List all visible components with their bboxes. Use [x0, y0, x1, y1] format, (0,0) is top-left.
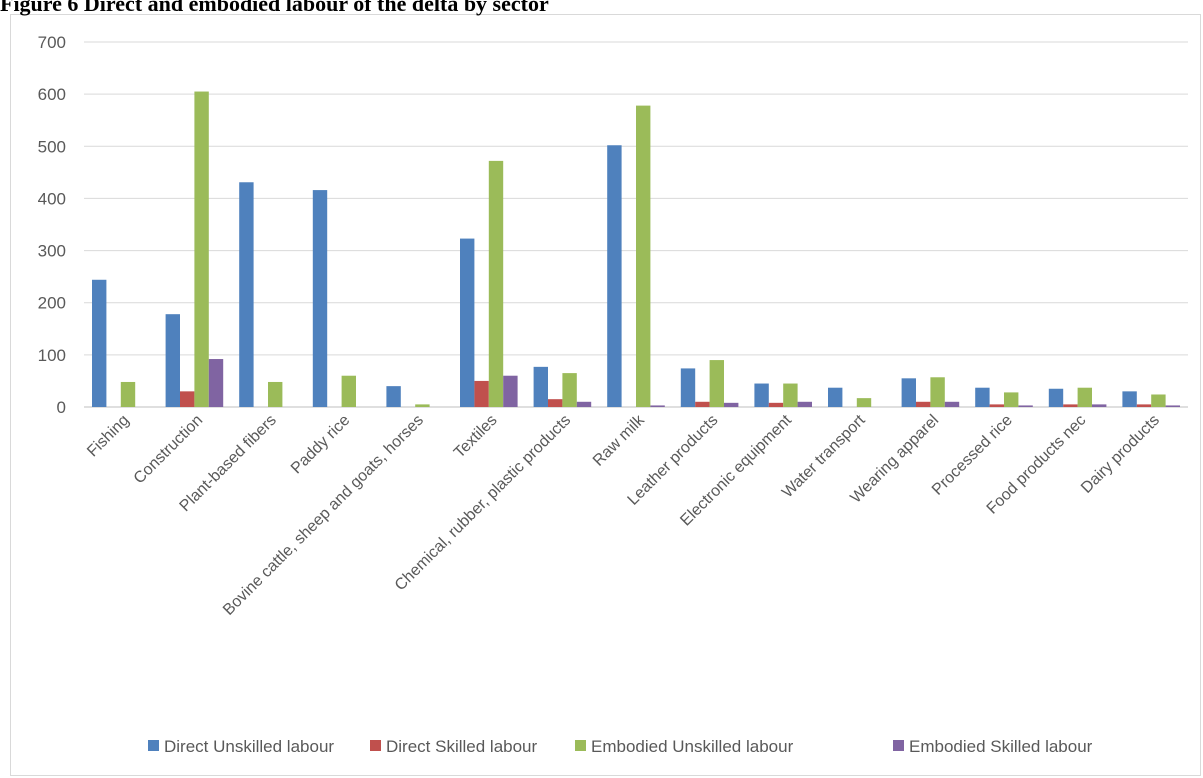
legend-swatch — [370, 740, 381, 751]
figure-title: Figure 6 Direct and embodied labour of t… — [0, 0, 549, 16]
bar — [783, 383, 798, 407]
legend-label: Embodied Skilled labour — [909, 737, 1093, 756]
bar — [1004, 392, 1019, 407]
bar — [341, 375, 356, 407]
bar — [268, 381, 283, 407]
legend-swatch — [575, 740, 586, 751]
x-tick-label: Fishing — [84, 412, 132, 460]
y-tick-label: 200 — [38, 294, 66, 313]
legend-label: Embodied Unskilled labour — [591, 737, 794, 756]
y-tick-label: 100 — [38, 346, 66, 365]
bar — [1151, 394, 1166, 407]
bar — [901, 378, 916, 407]
bar — [208, 359, 224, 407]
bar — [548, 399, 563, 407]
bar — [636, 105, 651, 407]
bar — [709, 360, 724, 407]
x-tick-label: Raw milk — [590, 411, 649, 470]
bar — [989, 404, 1004, 407]
bar — [503, 375, 518, 407]
legend-label: Direct Unskilled labour — [164, 737, 334, 756]
bar — [680, 368, 696, 407]
y-tick-label: 700 — [38, 33, 66, 52]
bar — [607, 145, 622, 407]
bars — [92, 91, 1180, 408]
bar — [1063, 404, 1078, 407]
y-axis-ticks: 0 100 200 300 400 500 600 700 — [38, 33, 66, 417]
y-tick-label: 500 — [38, 137, 66, 156]
bar — [650, 405, 665, 407]
x-tick-label: Construction — [131, 412, 207, 488]
legend-swatch — [893, 740, 904, 751]
bar — [180, 391, 195, 407]
bar — [312, 190, 328, 407]
bar — [916, 401, 931, 407]
bar — [1122, 391, 1137, 407]
bar — [754, 383, 769, 407]
bar — [695, 401, 710, 407]
bar — [1092, 404, 1107, 407]
legend-swatch — [148, 740, 159, 751]
bar — [415, 404, 430, 407]
bar — [194, 91, 209, 408]
bar — [724, 402, 739, 407]
bar — [1136, 404, 1152, 407]
x-tick-label: Dairy products — [1078, 412, 1163, 497]
x-tick-label: Textiles — [451, 412, 501, 462]
bar — [562, 373, 577, 407]
bar — [488, 160, 504, 407]
bar — [474, 380, 489, 407]
bar — [1165, 405, 1180, 407]
bar — [1048, 388, 1064, 407]
legend-label: Direct Skilled labour — [386, 737, 538, 756]
bar — [930, 377, 945, 407]
y-tick-label: 600 — [38, 85, 66, 104]
bar — [1077, 387, 1092, 407]
bar — [576, 401, 592, 407]
x-tick-label: Paddy rice — [288, 412, 354, 478]
bar — [92, 279, 107, 407]
bar — [944, 401, 960, 407]
bar — [120, 381, 136, 407]
bar — [239, 182, 254, 407]
bar — [1018, 405, 1033, 407]
bar — [856, 398, 872, 407]
legend: Direct Unskilled labour Direct Skilled la… — [148, 737, 1093, 756]
bar — [386, 386, 401, 407]
bar — [768, 402, 784, 407]
bar — [165, 314, 180, 407]
bar — [797, 401, 812, 407]
y-tick-label: 400 — [38, 189, 66, 208]
bar — [460, 238, 475, 407]
bar — [533, 366, 548, 407]
y-tick-label: 300 — [38, 242, 66, 261]
y-tick-label: 0 — [57, 398, 66, 417]
bar — [828, 387, 843, 407]
bar — [975, 387, 990, 407]
